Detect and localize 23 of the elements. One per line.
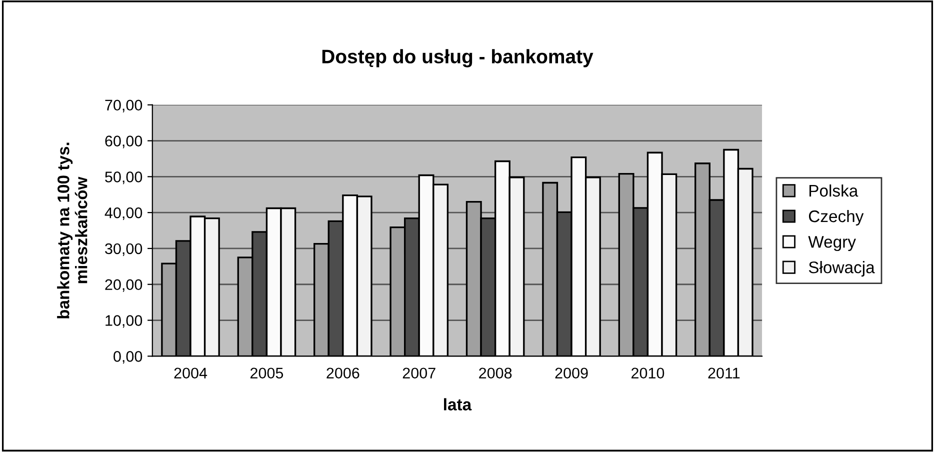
x-tick-label: 2010	[632, 368, 664, 379]
x-tick-label: 2009	[555, 368, 588, 379]
y-tick-label: 10,00	[106, 315, 142, 328]
y-tick-label: 30,00	[105, 243, 142, 256]
x-tick-label: 2011	[708, 368, 740, 379]
legend-label: Słowacja	[808, 261, 875, 277]
legend-label: Polska	[809, 184, 858, 197]
x-tick-label: 2008	[479, 368, 512, 379]
legend-label: Wegry	[808, 236, 856, 252]
y-tick-label: 20,00	[105, 279, 142, 292]
y-axis-title: bankomaty na 100 tys. mieszkańców	[57, 142, 88, 318]
y-tick-label: 70,00	[105, 100, 142, 112]
x-tick-label: 2006	[326, 368, 360, 379]
chart-title: Dostęp do usług - bankomaty	[322, 49, 594, 68]
x-tick-label: 2007	[402, 368, 436, 379]
x-axis-title: lata	[444, 398, 472, 410]
legend-label: Czechy	[808, 210, 864, 226]
y-tick-label: 0,00	[114, 351, 142, 364]
x-tick-label: 2005	[250, 368, 284, 379]
y-tick-label: 50,00	[105, 172, 142, 184]
y-tick-label: 40,00	[104, 207, 142, 220]
y-tick-label: 60,00	[105, 136, 142, 148]
x-tick-label: 2004	[174, 368, 208, 379]
